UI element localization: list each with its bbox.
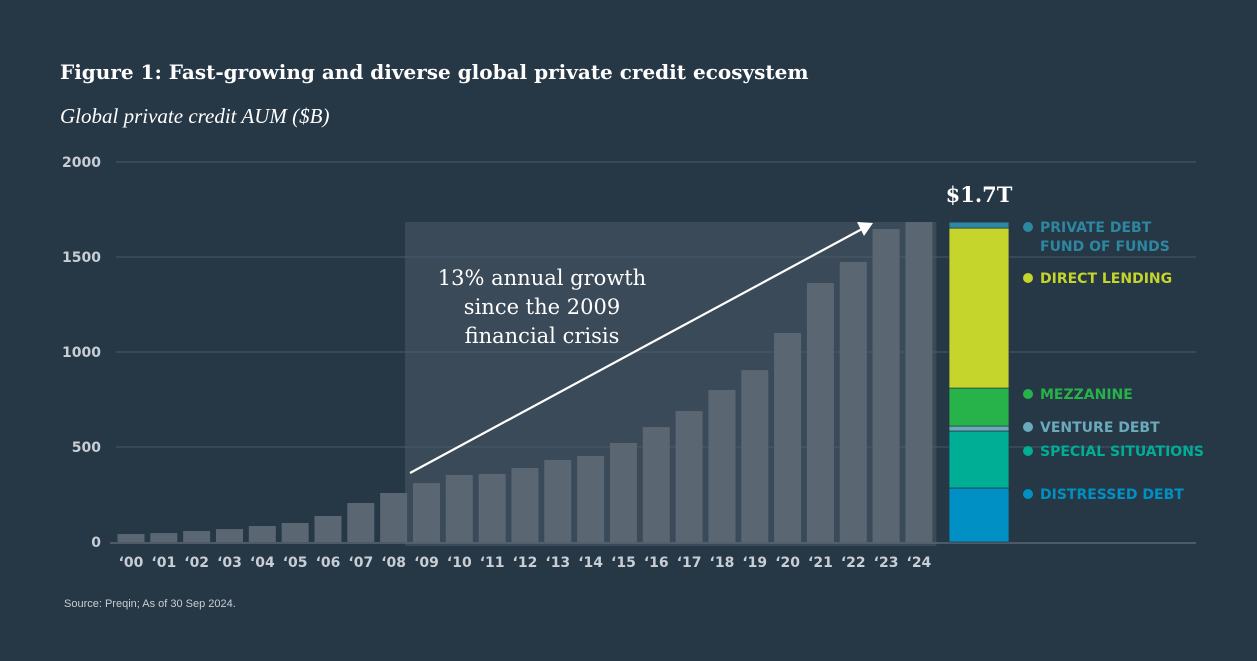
annotation-line: since the 2009 bbox=[464, 295, 620, 319]
x-tick-label: ‘12 bbox=[513, 555, 538, 571]
bar-‘12 bbox=[511, 468, 539, 542]
x-tick-label: ‘20 bbox=[775, 555, 800, 571]
bar-‘06 bbox=[314, 515, 342, 542]
arrow-head bbox=[857, 222, 873, 236]
x-tick-label: ‘07 bbox=[348, 555, 373, 571]
stack-segment bbox=[948, 425, 1010, 432]
legend-label: MEZZANINE bbox=[1040, 387, 1133, 403]
annotation-line: financial crisis bbox=[465, 324, 620, 348]
x-tick-label: ‘03 bbox=[217, 555, 242, 571]
stack-segment bbox=[948, 227, 1010, 389]
bar-‘17 bbox=[675, 411, 703, 542]
x-tick-label: ‘08 bbox=[381, 555, 406, 571]
x-tick-label: ‘23 bbox=[874, 555, 899, 571]
growth-arrow bbox=[409, 228, 863, 474]
x-tick-label: ‘19 bbox=[742, 555, 767, 571]
x-tick-label: ‘01 bbox=[151, 555, 176, 571]
y-tick-label: 1000 bbox=[62, 345, 101, 361]
bar-‘24 bbox=[905, 222, 933, 543]
x-tick-label: ‘18 bbox=[710, 555, 735, 571]
x-tick-label: ‘16 bbox=[644, 555, 669, 571]
y-tick-label: 1500 bbox=[62, 250, 101, 266]
bar-‘00 bbox=[117, 534, 145, 542]
stack-segment bbox=[948, 387, 1010, 427]
x-tick-label: ‘13 bbox=[545, 555, 570, 571]
x-tick-label: ‘00 bbox=[119, 555, 144, 571]
bar-‘18 bbox=[708, 390, 736, 542]
bar-‘16 bbox=[642, 427, 670, 542]
legend-marker bbox=[1023, 222, 1033, 232]
stack-segment bbox=[948, 221, 1010, 229]
annotation-line: 13% annual growth bbox=[438, 266, 646, 290]
x-tick-label: ‘11 bbox=[480, 555, 505, 571]
bar-‘22 bbox=[839, 261, 867, 542]
bar-‘19 bbox=[741, 370, 769, 542]
legend-label: DISTRESSED DEBT bbox=[1040, 487, 1184, 503]
x-tick-label: ‘04 bbox=[250, 555, 275, 571]
bar-‘10 bbox=[445, 474, 473, 542]
x-tick-label: ‘02 bbox=[184, 555, 209, 571]
bar-‘20 bbox=[774, 333, 802, 542]
bar-‘01 bbox=[150, 533, 178, 542]
bar-‘08 bbox=[380, 492, 408, 542]
legend-label: PRIVATE DEBT bbox=[1040, 220, 1152, 236]
x-tick-label: ‘21 bbox=[808, 555, 833, 571]
x-tick-label: ‘24 bbox=[907, 555, 932, 571]
legend-marker bbox=[1023, 422, 1033, 432]
bar-‘21 bbox=[806, 283, 834, 542]
x-tick-label: ‘15 bbox=[611, 555, 636, 571]
legend-label: SPECIAL SITUATIONS bbox=[1040, 444, 1204, 460]
bar-‘03 bbox=[215, 529, 243, 542]
y-tick-label: 0 bbox=[91, 535, 101, 551]
stack-segment bbox=[948, 430, 1010, 489]
bar-‘11 bbox=[478, 473, 506, 542]
legend-marker bbox=[1023, 273, 1033, 283]
x-tick-label: ‘09 bbox=[414, 555, 439, 571]
bar-‘23 bbox=[872, 229, 900, 542]
bar-‘07 bbox=[347, 503, 375, 542]
legend-marker bbox=[1023, 389, 1033, 399]
chart-title: Figure 1: Fast-growing and diverse globa… bbox=[60, 60, 809, 84]
x-tick-label: ‘05 bbox=[283, 555, 308, 571]
x-tick-label: ‘17 bbox=[677, 555, 702, 571]
legend-label: VENTURE DEBT bbox=[1040, 420, 1160, 436]
bar-‘14 bbox=[577, 455, 605, 542]
x-tick-label: ‘22 bbox=[841, 555, 866, 571]
source-note: Source: Preqin; As of 30 Sep 2024. bbox=[64, 598, 236, 610]
x-tick-label: ‘14 bbox=[578, 555, 603, 571]
x-tick-label: ‘10 bbox=[447, 555, 472, 571]
bar-‘04 bbox=[248, 526, 276, 542]
chart-subtitle: Global private credit AUM ($B) bbox=[60, 104, 330, 128]
y-tick-label: 2000 bbox=[62, 155, 101, 171]
total-label: $1.7T bbox=[946, 182, 1013, 207]
legend-marker bbox=[1023, 489, 1033, 499]
stack-segment bbox=[948, 487, 1010, 543]
bar-‘05 bbox=[281, 523, 309, 542]
bar-‘09 bbox=[412, 483, 440, 542]
x-tick-label: ‘06 bbox=[316, 555, 341, 571]
legend-label: FUND OF FUNDS bbox=[1040, 239, 1170, 255]
legend-label: DIRECT LENDING bbox=[1040, 271, 1172, 287]
y-tick-label: 500 bbox=[72, 440, 101, 456]
bar-‘15 bbox=[609, 443, 637, 542]
bar-‘13 bbox=[544, 459, 572, 542]
legend-marker bbox=[1023, 446, 1033, 456]
bar-‘02 bbox=[183, 530, 211, 542]
